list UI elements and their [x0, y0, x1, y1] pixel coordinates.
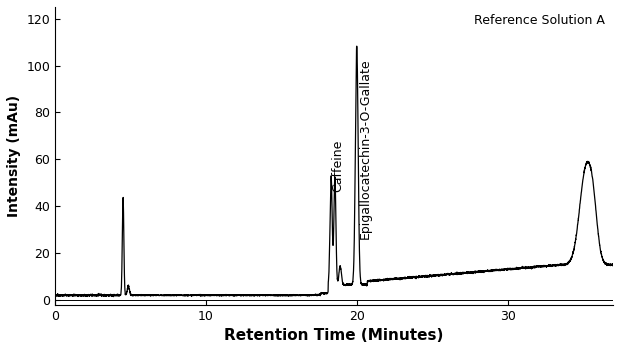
- Text: Epigallocatechin-3-O-Gallate: Epigallocatechin-3-O-Gallate: [358, 58, 371, 239]
- Text: Reference Solution A: Reference Solution A: [474, 14, 604, 27]
- Y-axis label: Intensity (mAu): Intensity (mAu): [7, 95, 21, 217]
- X-axis label: Retention Time (Minutes): Retention Time (Minutes): [224, 328, 444, 343]
- Text: Caffeine: Caffeine: [332, 140, 345, 192]
